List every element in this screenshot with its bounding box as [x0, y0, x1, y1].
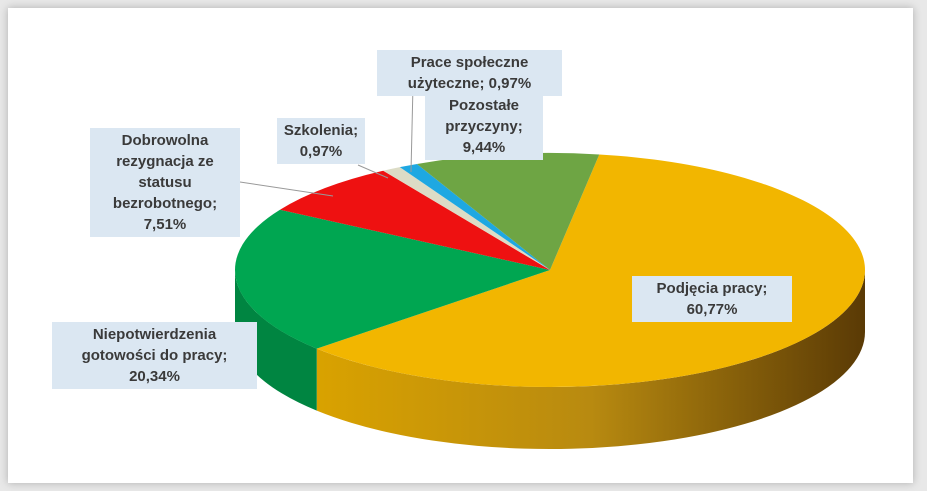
label-category: Podjęcia pracy; — [656, 280, 768, 297]
leader-line — [239, 181, 334, 197]
label-value: 0,97% — [299, 143, 343, 160]
label-value: 60,77% — [686, 301, 738, 318]
data-label: Podjęcia pracy; 60,77% — [632, 276, 792, 322]
label-category: Dobrowolna rezygnacja ze statusu bezrobo… — [112, 132, 218, 212]
pie-slice — [399, 163, 550, 270]
data-label: Niepotwierdzenia gotowości do pracy; 20,… — [52, 322, 257, 389]
pie-side — [316, 270, 865, 450]
label-value: 0,97% — [488, 75, 532, 92]
data-label: Dobrowolna rezygnacja ze statusu bezrobo… — [90, 128, 240, 237]
label-category: Pozostałe przyczyny; — [445, 97, 523, 135]
pie-slice — [383, 167, 550, 270]
label-category: Szkolenia; — [283, 122, 359, 139]
label-category: Prace społeczne użyteczne; — [407, 54, 529, 92]
label-value: 9,44% — [462, 139, 506, 156]
leader-line — [410, 84, 414, 173]
pie-slice — [234, 209, 551, 349]
leader-line — [357, 164, 389, 179]
data-label: Prace społeczne użyteczne; 0,97% — [377, 50, 562, 96]
data-label: Szkolenia; 0,97% — [277, 118, 365, 164]
label-value: 20,34% — [129, 368, 180, 385]
pie-side — [235, 270, 317, 411]
pie-slice — [316, 154, 865, 387]
data-label: Pozostałe przyczyny; 9,44% — [425, 93, 543, 160]
pie-slice — [279, 170, 550, 270]
pie-slice — [416, 153, 600, 270]
label-value: 7,51% — [143, 216, 187, 233]
label-category: Niepotwierdzenia gotowości do pracy; — [81, 326, 228, 364]
